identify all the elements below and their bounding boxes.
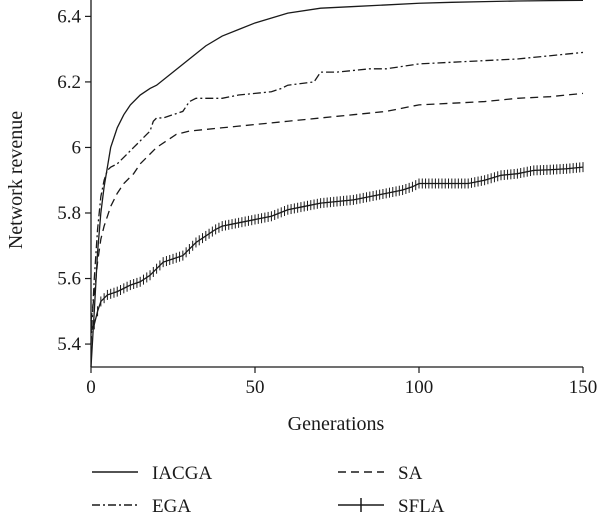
legend-label-sfla: SFLA bbox=[398, 496, 445, 517]
legend: IACGA EGA SA SFLA bbox=[92, 463, 445, 517]
legend-item-sfla: SFLA bbox=[338, 496, 445, 517]
y-axis-title: Network revenue bbox=[5, 111, 27, 249]
y-tick-label: 5.4 bbox=[57, 334, 81, 355]
x-tick-label: 0 bbox=[86, 377, 96, 398]
legend-item-sa: SA bbox=[338, 463, 423, 484]
legend-label-iacga: IACGA bbox=[152, 463, 212, 484]
series-line-iacga bbox=[90, 0, 584, 368]
y-tick-label: 6.4 bbox=[57, 6, 81, 27]
legend-label-ega: EGA bbox=[152, 496, 191, 517]
series-line-sa bbox=[90, 92, 584, 322]
axes bbox=[90, 0, 583, 368]
y-tick-label: 6.2 bbox=[57, 72, 81, 93]
ticks-layer: 0 50 100 150 5.4 5.6 5.8 6 6.2 6.4 bbox=[57, 6, 597, 398]
y-tick-label: 5.6 bbox=[57, 269, 81, 290]
x-axis-title: Generations bbox=[288, 413, 385, 435]
legend-item-iacga: IACGA bbox=[92, 463, 212, 484]
x-tick-label: 100 bbox=[405, 377, 434, 398]
legend-label-sa: SA bbox=[398, 463, 423, 484]
y-tick-label: 5.8 bbox=[57, 203, 81, 224]
y-tick-label: 6 bbox=[72, 137, 82, 158]
series-line-sfla bbox=[90, 166, 584, 332]
x-tick-label: 50 bbox=[246, 377, 265, 398]
legend-item-ega: EGA bbox=[92, 496, 191, 517]
x-tick-label: 150 bbox=[569, 377, 598, 398]
series-line-ega bbox=[90, 51, 584, 345]
series-layer bbox=[90, 0, 584, 368]
